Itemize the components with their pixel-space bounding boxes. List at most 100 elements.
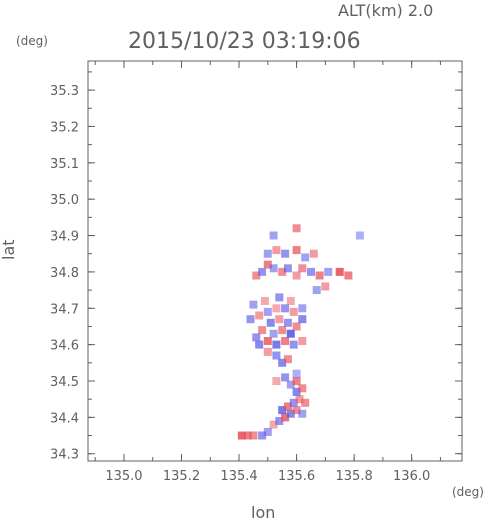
radar-cell [283, 402, 292, 411]
radar-cell [275, 417, 284, 425]
x-tick-label: 136.0 [393, 469, 430, 484]
radar-cell [272, 351, 281, 360]
y-tick-label: 34.9 [50, 230, 79, 245]
radar-cell [281, 337, 290, 345]
radar-cell [263, 347, 272, 356]
radar-cell [292, 406, 301, 415]
radar-cells [237, 224, 364, 440]
radar-cell [272, 340, 281, 349]
radar-cell [298, 337, 307, 345]
x-tick-label: 135.0 [105, 469, 142, 484]
radar-cell [258, 267, 267, 276]
radar-cell [272, 246, 281, 255]
radar-cell [292, 224, 301, 233]
x-tick-label: 135.4 [220, 469, 257, 484]
radar-cell [258, 431, 267, 440]
y-tick-label: 35.3 [50, 84, 79, 99]
y-tick-label: 35.1 [50, 157, 79, 172]
radar-cell [269, 231, 278, 240]
y-tick-label: 34.8 [50, 266, 79, 281]
y-tick-label: 34.7 [50, 302, 79, 317]
radar-cell [301, 398, 310, 407]
radar-cell [298, 315, 307, 324]
radar-cell [263, 337, 272, 345]
radar-cell [286, 409, 295, 418]
radar-cell [289, 307, 298, 316]
radar-cell [269, 264, 278, 273]
radar-cell [298, 264, 307, 273]
radar-cell [269, 329, 278, 338]
radar-cell [292, 246, 301, 255]
radar-cell [355, 231, 364, 240]
radar-cell [249, 300, 258, 309]
radar-cell [289, 340, 298, 349]
radar-cell [246, 315, 255, 324]
radar-cell [252, 271, 261, 280]
radar-cell [278, 358, 287, 367]
radar-cell [315, 271, 324, 280]
radar-cell [278, 326, 287, 335]
radar-cell [269, 420, 278, 429]
radar-cell [249, 431, 258, 440]
radar-cell [298, 409, 307, 418]
radar-cell [292, 322, 301, 331]
radar-cell [272, 304, 281, 313]
radar-cell [286, 380, 295, 389]
radar-cell [307, 267, 315, 276]
radar-cell [260, 297, 269, 305]
radar-cell [263, 249, 272, 258]
radar-cell [344, 271, 353, 280]
y-tick-label: 35.0 [50, 193, 79, 208]
radar-cell [243, 431, 252, 440]
radar-cell [309, 249, 318, 258]
radar-cell [321, 282, 330, 291]
x-unit-label: (deg) [452, 485, 484, 499]
x-tick-label: 135.8 [336, 469, 373, 484]
radar-cell [292, 271, 301, 280]
radar-cell [255, 311, 264, 320]
radar-cell [237, 431, 246, 440]
radar-cell [263, 427, 272, 436]
radar-cell [335, 267, 344, 276]
radar-cell [298, 384, 307, 393]
radar-cell [275, 315, 284, 324]
radar-cell [258, 326, 267, 335]
y-tick-label: 34.4 [50, 411, 79, 426]
radar-cell [301, 253, 310, 262]
radar-cell [281, 304, 290, 313]
radar-cell [295, 395, 304, 404]
y-tick-label: 35.2 [50, 120, 79, 135]
y-tick-label: 34.6 [50, 339, 79, 354]
radar-cell [266, 318, 275, 327]
radar-cell [312, 286, 321, 295]
radar-cell [278, 267, 287, 276]
radar-cell [324, 267, 333, 276]
radar-cell [255, 340, 264, 349]
radar-cell [272, 377, 281, 385]
radar-cell [289, 398, 298, 407]
radar-cell [286, 329, 295, 338]
y-unit-label: (deg) [16, 34, 48, 48]
x-tick-label: 135.6 [278, 469, 315, 484]
radar-cell [283, 355, 292, 364]
y-tick-label: 34.5 [50, 375, 79, 390]
altitude-label: ALT(km) 2.0 [338, 1, 433, 20]
radar-cell [263, 260, 272, 269]
radar-cell [281, 413, 290, 422]
radar-cell [275, 293, 284, 302]
x-axis-label: lon [251, 503, 275, 521]
y-axis-label: lat [0, 239, 18, 260]
radar-cell [283, 264, 292, 273]
x-tick-label: 135.2 [163, 469, 200, 484]
plot-frame [87, 60, 463, 462]
chart-title: 2015/10/23 03:19:06 [128, 29, 361, 54]
radar-cell [252, 333, 261, 342]
radar-cell [292, 377, 301, 385]
radar-cell [298, 304, 307, 313]
radar-cell [292, 369, 301, 378]
axis-ticks: 135.0 135.2 135.4 135.6 135.8 136.0 34.3 34.4 34… [50, 61, 462, 484]
radar-cell [278, 406, 287, 415]
radar-cell [263, 307, 272, 316]
radar-cell [281, 373, 290, 382]
